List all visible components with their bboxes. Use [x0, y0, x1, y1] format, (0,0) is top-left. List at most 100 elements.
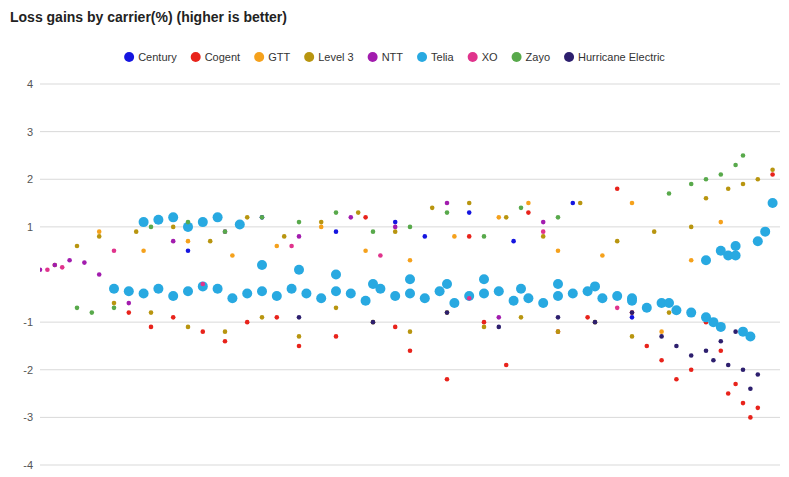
- point: [301, 289, 311, 299]
- point: [674, 377, 679, 382]
- point: [149, 310, 154, 315]
- y-tick-label: 2: [27, 173, 33, 185]
- point: [449, 298, 459, 308]
- point: [553, 291, 563, 301]
- legend-swatch: [304, 52, 314, 62]
- point: [612, 291, 622, 301]
- point: [127, 310, 132, 315]
- point: [756, 372, 761, 377]
- point: [319, 225, 324, 230]
- grid-line: [40, 417, 780, 418]
- point: [516, 284, 526, 294]
- point: [756, 177, 761, 182]
- point: [272, 291, 282, 301]
- point: [260, 215, 265, 220]
- point: [53, 263, 58, 268]
- point: [704, 196, 709, 201]
- point: [748, 415, 753, 420]
- point: [346, 289, 356, 299]
- point: [257, 286, 267, 296]
- point: [149, 225, 154, 230]
- legend-item: Telia: [417, 51, 455, 63]
- point: [571, 201, 576, 206]
- point: [719, 348, 724, 353]
- y-tick-label: 3: [27, 126, 33, 138]
- legend-label: Century: [138, 51, 177, 63]
- legend-item: Cogent: [191, 51, 240, 63]
- point: [556, 248, 561, 253]
- point: [393, 220, 398, 225]
- point: [741, 367, 746, 372]
- legend-item: GTT: [254, 51, 290, 63]
- point: [615, 306, 620, 311]
- point: [664, 298, 674, 308]
- point: [201, 282, 206, 287]
- point: [297, 220, 302, 225]
- point: [186, 325, 191, 330]
- point: [198, 217, 208, 227]
- point: [356, 210, 361, 215]
- point: [275, 244, 280, 249]
- point: [630, 310, 635, 315]
- legend-swatch: [124, 52, 134, 62]
- point: [467, 210, 472, 215]
- legend-swatch: [368, 52, 378, 62]
- point: [40, 267, 42, 272]
- point: [127, 301, 132, 306]
- point: [294, 265, 304, 275]
- point: [208, 239, 213, 244]
- point: [541, 234, 546, 239]
- point: [733, 382, 738, 387]
- series: [109, 198, 778, 341]
- point: [223, 329, 228, 334]
- legend-swatch: [254, 52, 264, 62]
- point: [590, 281, 600, 291]
- point: [482, 325, 487, 330]
- point: [282, 234, 287, 239]
- point: [689, 353, 694, 358]
- grid-line: [40, 465, 780, 466]
- point: [686, 308, 696, 318]
- point: [671, 305, 681, 315]
- point: [689, 367, 694, 372]
- point: [494, 286, 504, 296]
- grid-line: [40, 369, 780, 370]
- point: [597, 293, 607, 303]
- point: [689, 258, 694, 263]
- point: [630, 201, 635, 206]
- point: [716, 322, 726, 332]
- point: [393, 229, 398, 234]
- point: [230, 253, 235, 258]
- legend-swatch: [564, 52, 574, 62]
- y-tick-label: 4: [27, 78, 33, 90]
- point: [585, 315, 590, 320]
- point: [430, 206, 435, 211]
- legend-item: NTT: [368, 51, 404, 63]
- point: [408, 258, 413, 263]
- point: [526, 210, 531, 215]
- point: [600, 253, 605, 258]
- point: [504, 363, 509, 368]
- point: [363, 248, 368, 253]
- series: [40, 201, 545, 320]
- point: [368, 279, 378, 289]
- legend-label: Zayo: [526, 51, 550, 63]
- point: [731, 250, 741, 260]
- point: [334, 306, 339, 311]
- point: [319, 220, 324, 225]
- point: [153, 284, 163, 294]
- point: [390, 291, 400, 301]
- point: [760, 227, 770, 237]
- point: [445, 210, 450, 215]
- point: [223, 339, 228, 344]
- point: [334, 229, 339, 234]
- point: [289, 244, 294, 249]
- series: [75, 153, 746, 315]
- legend-label: NTT: [382, 51, 404, 63]
- point: [519, 315, 524, 320]
- point: [578, 201, 583, 206]
- point: [523, 293, 533, 303]
- point: [479, 274, 489, 284]
- point: [504, 215, 509, 220]
- point: [741, 182, 746, 187]
